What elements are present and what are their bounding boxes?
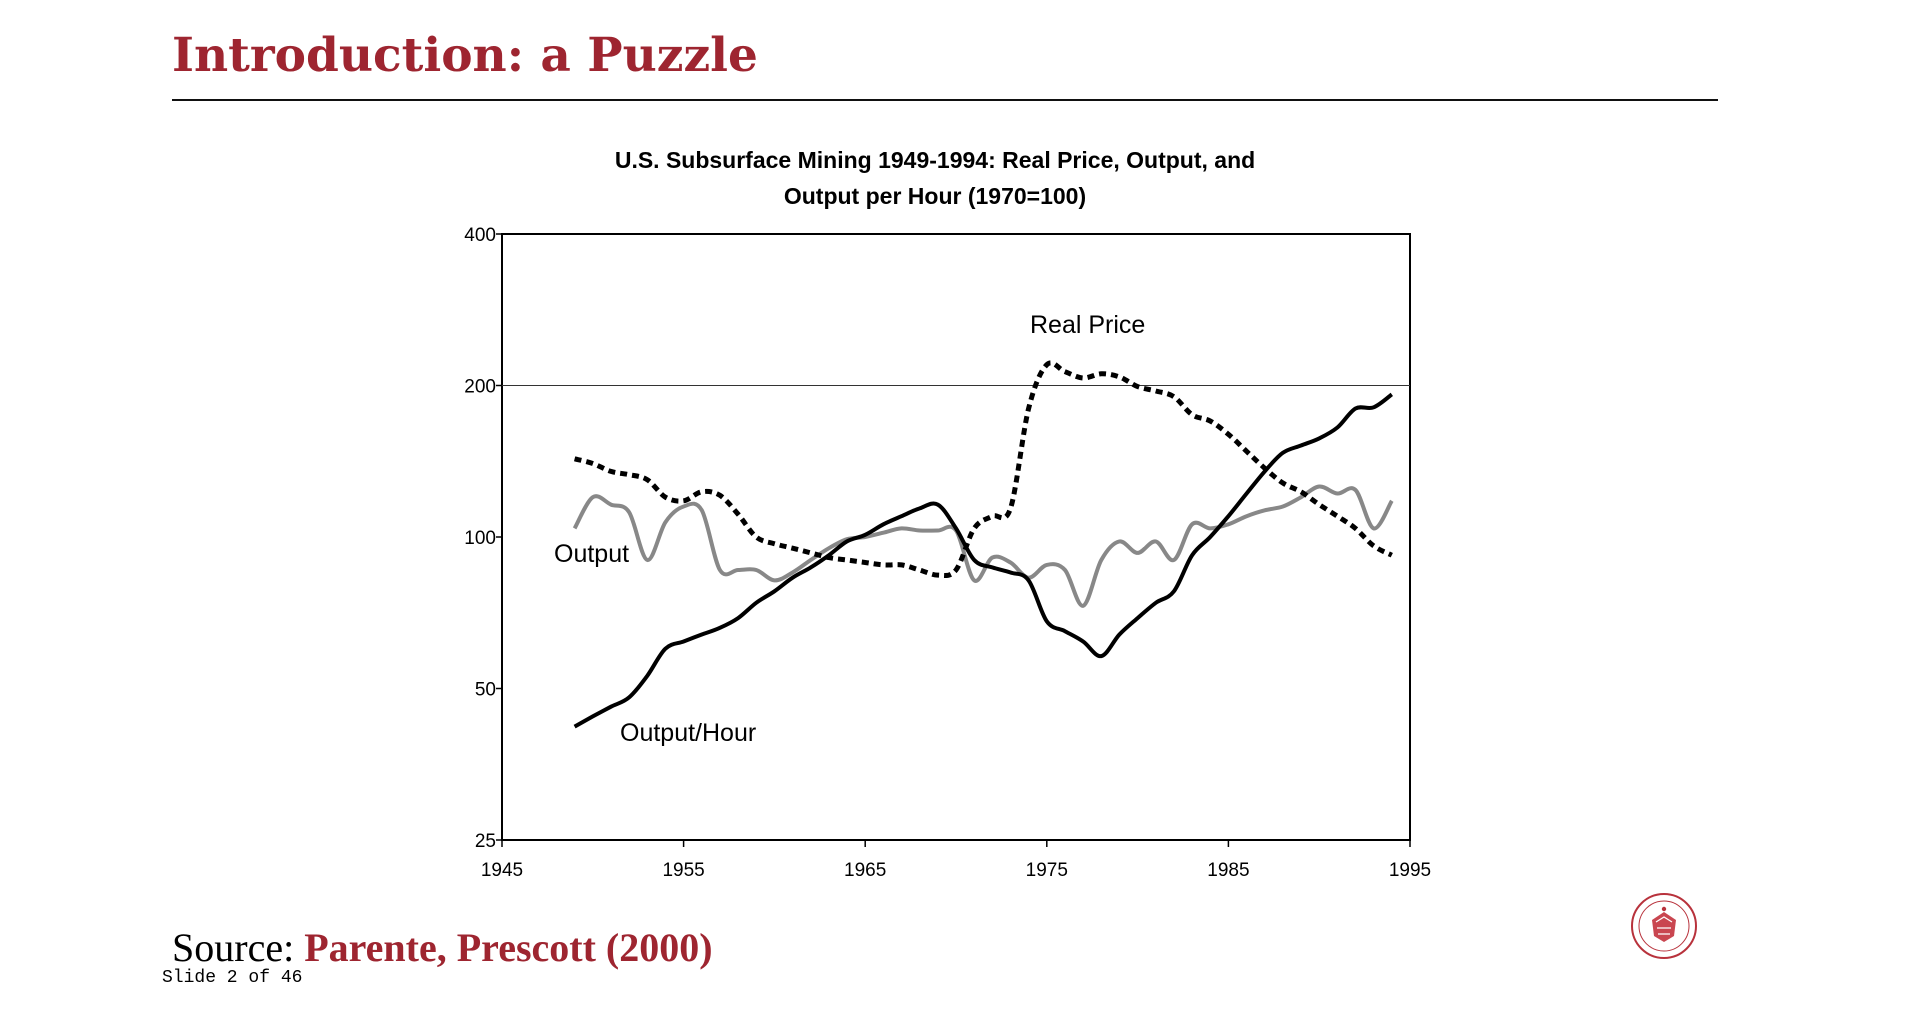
x-tick-label: 1965 xyxy=(844,860,886,881)
chart-title-line-1: U.S. Subsurface Mining 1949-1994: Real P… xyxy=(615,147,1255,173)
source-citation: Source: Parente, Prescott (2000) xyxy=(172,926,713,970)
y-axis: 25 50 100 200 400 xyxy=(464,225,502,852)
series-output xyxy=(572,484,1394,608)
chart-title-line-2: Output per Hour (1970=100) xyxy=(784,183,1086,209)
y-tick-label: 200 xyxy=(464,377,496,398)
label-output: Output xyxy=(554,540,629,568)
series-group xyxy=(572,360,1394,729)
source-reference: Parente, Prescott (2000) xyxy=(304,925,713,970)
slide-title: Introduction: a Puzzle xyxy=(172,28,758,83)
x-tick-label: 1985 xyxy=(1207,860,1249,881)
x-tick-label: 1955 xyxy=(662,860,704,881)
title-rule xyxy=(172,99,1718,101)
y-tick-label: 25 xyxy=(475,831,496,852)
y-tick-label: 50 xyxy=(475,680,496,701)
x-tick-label: 1975 xyxy=(1026,860,1068,881)
slide-number: Slide 2 of 46 xyxy=(162,968,303,988)
series-output-hour xyxy=(573,392,1394,729)
source-label: Source: xyxy=(172,925,295,970)
label-output-hour: Output/Hour xyxy=(620,719,756,747)
label-real-price: Real Price xyxy=(1030,311,1145,339)
x-axis: 1945 1955 1965 1975 1985 1995 xyxy=(481,840,1431,881)
x-tick-label: 1945 xyxy=(481,860,523,881)
x-tick-label: 1995 xyxy=(1389,860,1431,881)
series-real-price xyxy=(573,360,1393,579)
y-tick-label: 400 xyxy=(464,225,496,246)
university-seal-icon xyxy=(1631,893,1697,959)
y-tick-label: 100 xyxy=(464,528,496,549)
